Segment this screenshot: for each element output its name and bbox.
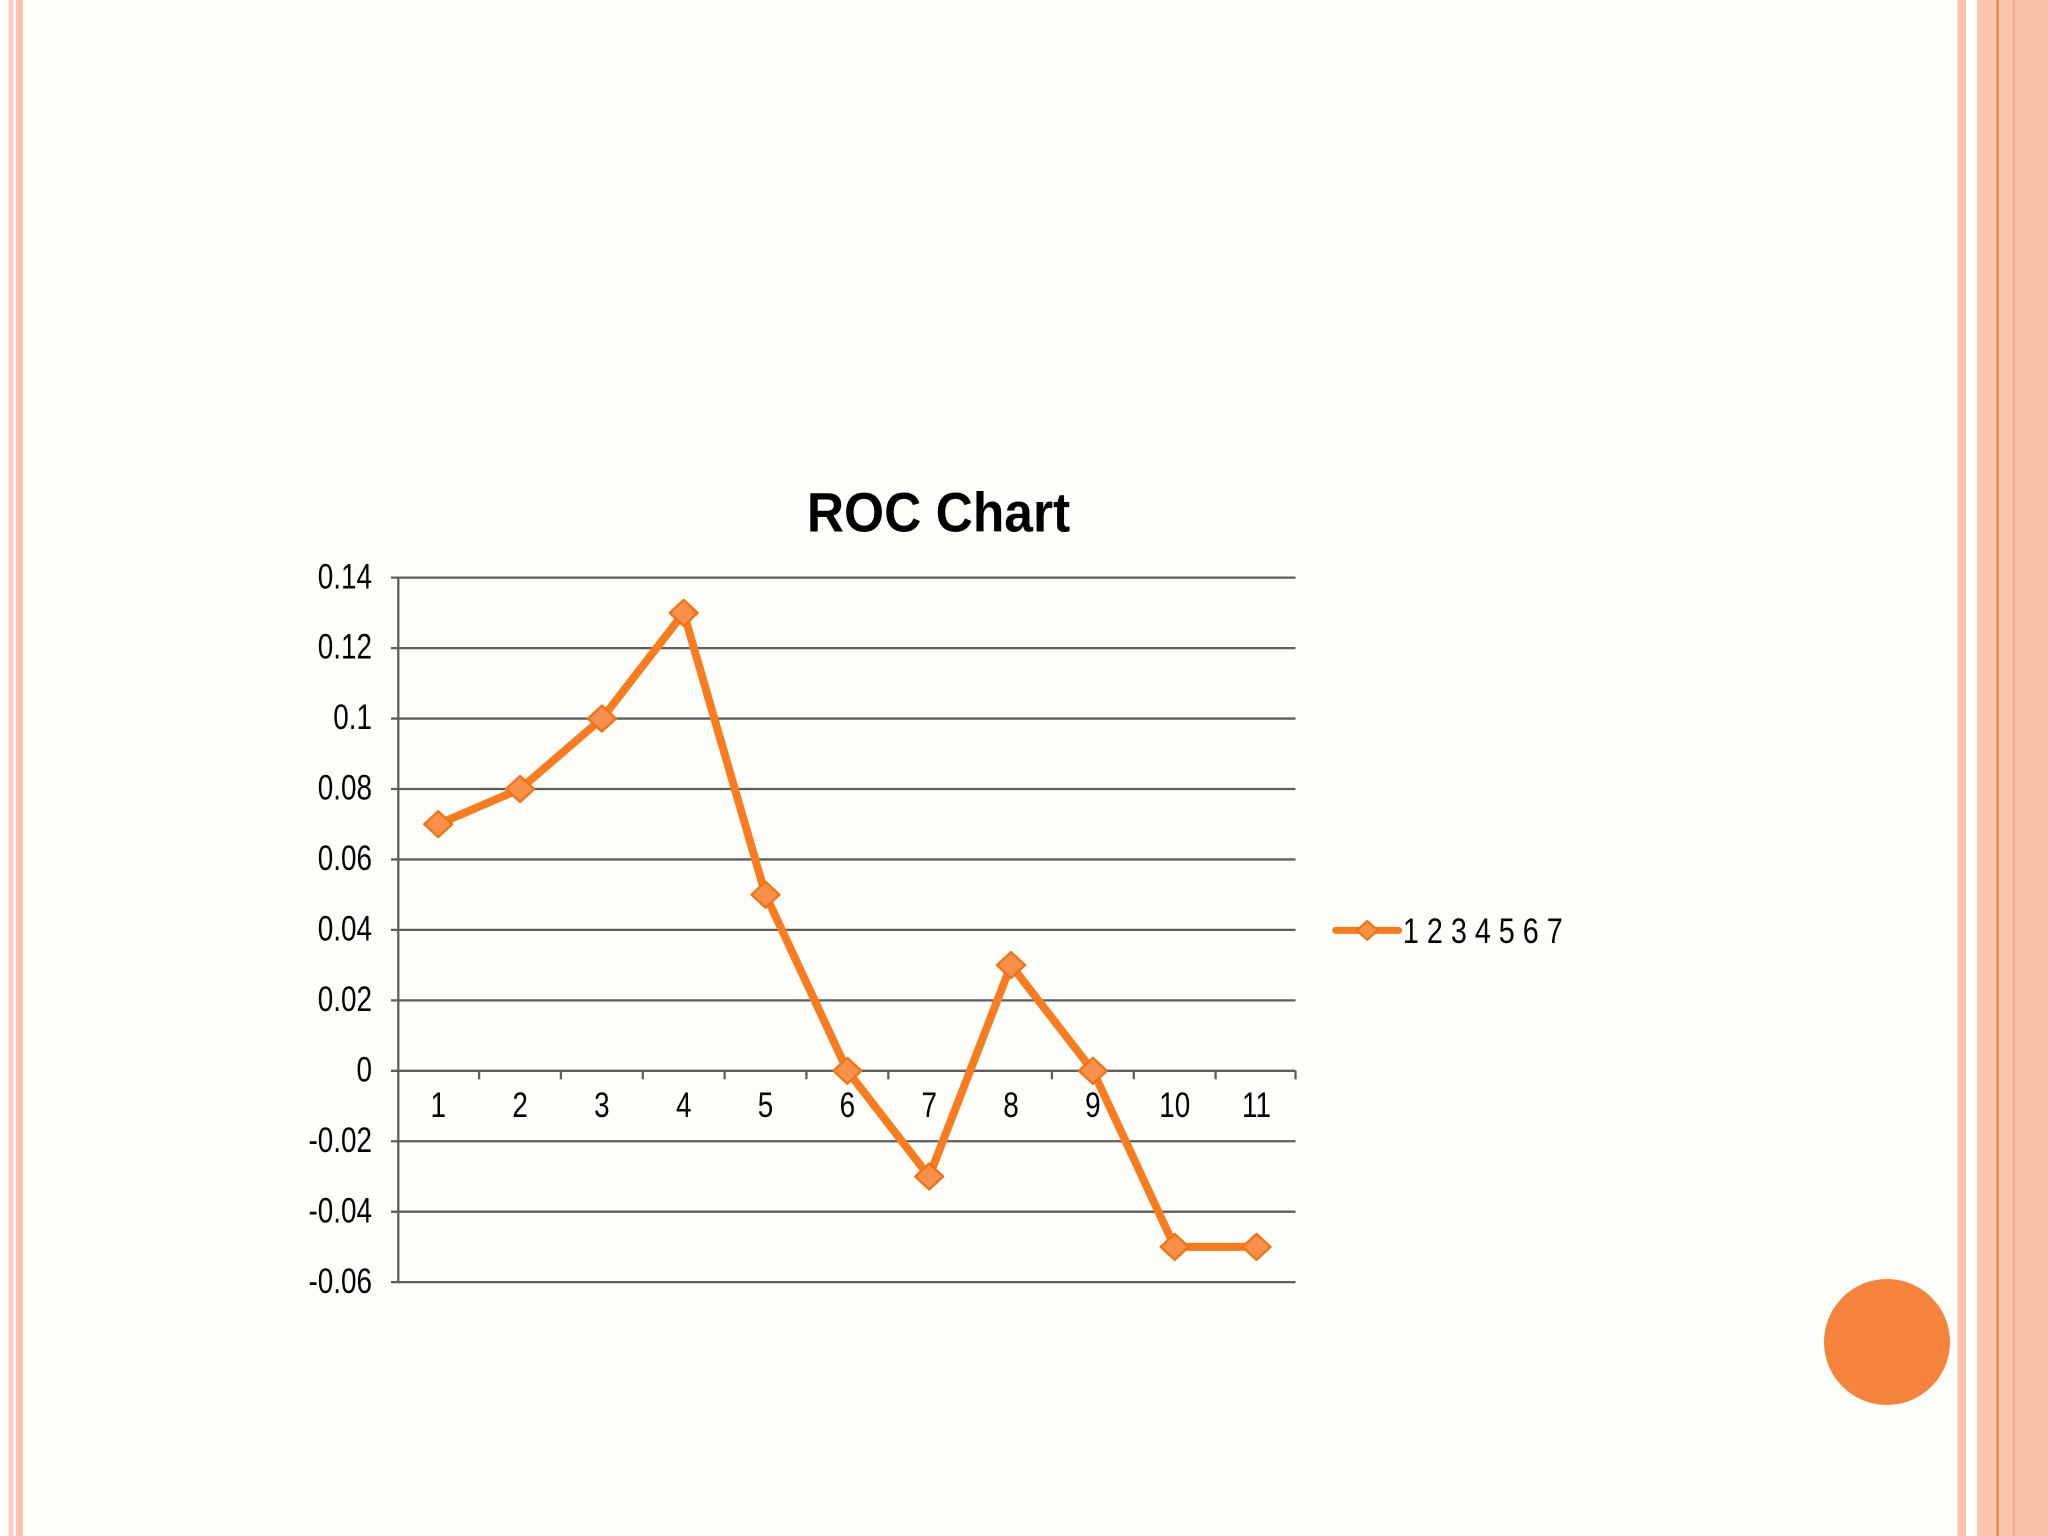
svg-text:-0.02: -0.02 <box>308 1120 372 1160</box>
svg-text:3: 3 <box>594 1085 610 1125</box>
svg-text:0: 0 <box>357 1049 373 1089</box>
svg-text:0.1: 0.1 <box>333 697 372 737</box>
svg-text:ROC Chart: ROC Chart <box>807 482 1070 544</box>
svg-text:11: 11 <box>1242 1085 1271 1125</box>
svg-text:1 2 3 4 5 6 7: 1 2 3 4 5 6 7 <box>1403 911 1563 951</box>
svg-text:0.04: 0.04 <box>318 908 372 948</box>
svg-text:5: 5 <box>758 1085 774 1125</box>
svg-text:0.14: 0.14 <box>318 556 372 596</box>
svg-text:6: 6 <box>840 1085 856 1125</box>
svg-text:0.12: 0.12 <box>318 626 372 666</box>
svg-text:2: 2 <box>512 1085 528 1125</box>
svg-text:-0.06: -0.06 <box>308 1261 372 1301</box>
svg-text:9: 9 <box>1085 1085 1101 1125</box>
svg-text:8: 8 <box>1003 1085 1019 1125</box>
svg-text:1: 1 <box>430 1085 446 1125</box>
svg-text:10: 10 <box>1159 1085 1190 1125</box>
svg-text:0.08: 0.08 <box>318 767 372 807</box>
svg-text:0.02: 0.02 <box>318 979 372 1019</box>
svg-text:0.06: 0.06 <box>318 838 372 878</box>
svg-text:-0.04: -0.04 <box>308 1190 372 1230</box>
svg-text:7: 7 <box>921 1085 937 1125</box>
svg-text:4: 4 <box>676 1085 692 1125</box>
